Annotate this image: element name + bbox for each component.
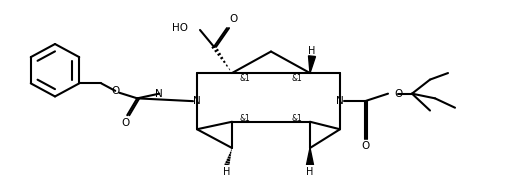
Text: N: N — [336, 96, 344, 106]
Text: H: H — [306, 167, 314, 176]
Text: H: H — [223, 167, 231, 176]
Text: HO: HO — [172, 23, 188, 33]
Text: O: O — [230, 14, 238, 24]
Text: O: O — [111, 86, 120, 96]
Text: H: H — [308, 46, 316, 56]
Text: N: N — [155, 89, 163, 99]
Text: O: O — [121, 118, 129, 128]
Text: &1: &1 — [291, 114, 302, 122]
Text: &1: &1 — [240, 74, 251, 83]
Polygon shape — [308, 56, 316, 73]
Polygon shape — [306, 148, 314, 165]
Text: O: O — [394, 89, 402, 99]
Text: &1: &1 — [291, 74, 302, 83]
Text: &1: &1 — [240, 114, 251, 122]
Text: N: N — [193, 96, 201, 106]
Text: O: O — [362, 141, 370, 151]
